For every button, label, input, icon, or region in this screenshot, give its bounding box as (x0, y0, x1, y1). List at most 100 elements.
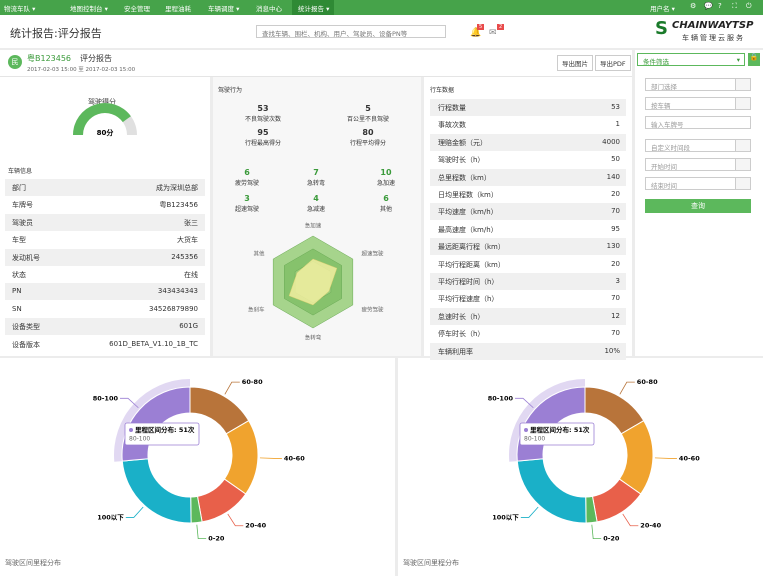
nav-item[interactable]: 消息中心 (256, 5, 282, 13)
input[interactable]: 自定义时间段 (645, 139, 751, 152)
nav-item[interactable]: 地图控制台 ▾ (70, 5, 108, 13)
tooltip-text: 里程区间分布: 51次 (530, 425, 590, 434)
radar-label: 急转弯 (305, 334, 322, 342)
period: 2017-02-03 15:00 至 2017-02-03 15:00 (27, 67, 136, 73)
count-value: 7 (313, 168, 319, 177)
score-label: 驾驶得分 (88, 98, 116, 106)
info-label: 设备版本 (12, 340, 40, 349)
nav-icon[interactable]: 💬 (704, 2, 713, 10)
info-value: 在线 (184, 271, 198, 279)
count-label: 急减速 (306, 206, 325, 213)
row-bg (5, 179, 205, 196)
donut-label: 40-60 (284, 454, 305, 462)
trip-value: 53 (611, 103, 620, 111)
donut-label: 60-80 (637, 378, 658, 386)
trip-label: 驾驶时长（h） (438, 156, 485, 165)
tooltip-dot (129, 428, 133, 432)
leader-line (120, 397, 139, 409)
placeholder: 结束时间 (651, 182, 677, 190)
nav-icon[interactable]: ? (718, 2, 722, 10)
nav-icon[interactable]: ⛶ (732, 2, 737, 10)
radar-label: 其他 (253, 250, 265, 258)
nav-item[interactable]: 安全管理 (124, 5, 150, 13)
trip-label: 行程数量 (438, 104, 466, 112)
info-value: 张三 (184, 218, 198, 227)
input[interactable]: 输入车牌号 (645, 116, 751, 129)
badge: 5 (477, 24, 485, 30)
stat-value: 53 (257, 104, 269, 113)
count-label: 急转弯 (306, 180, 325, 187)
leader-line (515, 397, 534, 409)
export-pdf[interactable]: 导出PDF (595, 55, 631, 71)
trip-label: 最远距离行程（km） (438, 243, 505, 252)
row-bg (430, 238, 626, 256)
donut-label: 20-40 (640, 522, 661, 530)
avatar: 民 (8, 55, 22, 69)
donut-slice (516, 458, 587, 524)
row-bg (430, 168, 626, 186)
placeholder: 部门选择 (651, 83, 677, 91)
leader-line (654, 457, 677, 459)
info-label: 状态 (12, 271, 26, 279)
stat-label: 行程平均得分 (349, 140, 386, 147)
info-label: 发动机号 (12, 253, 40, 262)
export-image[interactable]: 导出图片 (557, 55, 593, 71)
lock-icon[interactable]: 🔒 (748, 53, 760, 66)
trip-label: 日均里程数（km） (438, 191, 498, 199)
trip-label: 平均速度（km/h） (438, 208, 498, 217)
row-bg (5, 318, 205, 336)
row-bg (430, 133, 626, 151)
nav-item[interactable]: 统计报告 ▾ (298, 5, 330, 13)
info-value: 粤B123456 (159, 201, 198, 210)
section-title: 驾驶行为 (218, 87, 243, 94)
info-value: 601D_BETA_V1.10_1B_TC (109, 339, 198, 348)
leader-line (125, 506, 144, 518)
radar-label: 急加速 (305, 222, 322, 230)
plate: 粤B123456 (27, 54, 72, 63)
query-button[interactable]: 查询 (645, 199, 751, 213)
input[interactable]: 部门选择 (645, 78, 751, 91)
nav-item[interactable]: 车辆调度 ▾ (208, 5, 240, 13)
leader-line (224, 381, 240, 395)
page-title: 统计报告:评分报告 (10, 27, 102, 40)
stat-value: 5 (365, 104, 371, 113)
placeholder: 自定义时间段 (651, 144, 690, 152)
input[interactable]: 开始时间 (645, 158, 751, 171)
alarm-icon[interactable]: 🔔 (470, 28, 482, 38)
tooltip (124, 422, 200, 446)
logo-mark: S (655, 18, 668, 39)
row-bg (430, 342, 626, 360)
donut-slice (121, 458, 192, 524)
row-bg (5, 283, 205, 301)
donut-label: 100以下 (492, 513, 519, 521)
radar-label: 急刹车 (248, 306, 265, 314)
count-value: 6 (244, 168, 250, 177)
stat-value: 95 (257, 128, 269, 137)
row-bg (430, 203, 626, 221)
leader-line (196, 524, 207, 539)
nav-icon[interactable]: ⚙ (690, 2, 697, 10)
trip-value: 70 (611, 207, 620, 216)
nav-item[interactable]: 里程油耗 (165, 5, 191, 13)
search[interactable]: 查找车辆、围栏、机构、用户、驾驶员、设备PN等 (256, 25, 446, 38)
input[interactable]: 按车辆 (645, 97, 751, 110)
section-title: 车辆信息 (8, 168, 33, 175)
trip-label: 理赔金额（元） (438, 138, 487, 147)
row-bg (5, 213, 205, 231)
msg-icon[interactable]: ✉ (489, 28, 497, 38)
count-label: 其他 (379, 206, 392, 213)
input[interactable]: 结束时间 (645, 177, 751, 190)
trip-label: 总里程数（km） (438, 173, 491, 182)
info-label: SN (12, 304, 22, 313)
filter-select[interactable]: 条件筛选 ▾ (637, 53, 745, 66)
nav-icon[interactable]: ⏻ (746, 2, 752, 10)
logo: CHAINWAYTSP (672, 20, 754, 31)
radar-area (288, 258, 338, 306)
nav-user[interactable]: 用户名 ▾ (650, 5, 675, 13)
nav-item[interactable]: 物流车队 ▾ (4, 5, 36, 13)
leader-line (619, 381, 635, 395)
trip-value: 70 (611, 294, 620, 303)
leader-line (591, 524, 602, 539)
